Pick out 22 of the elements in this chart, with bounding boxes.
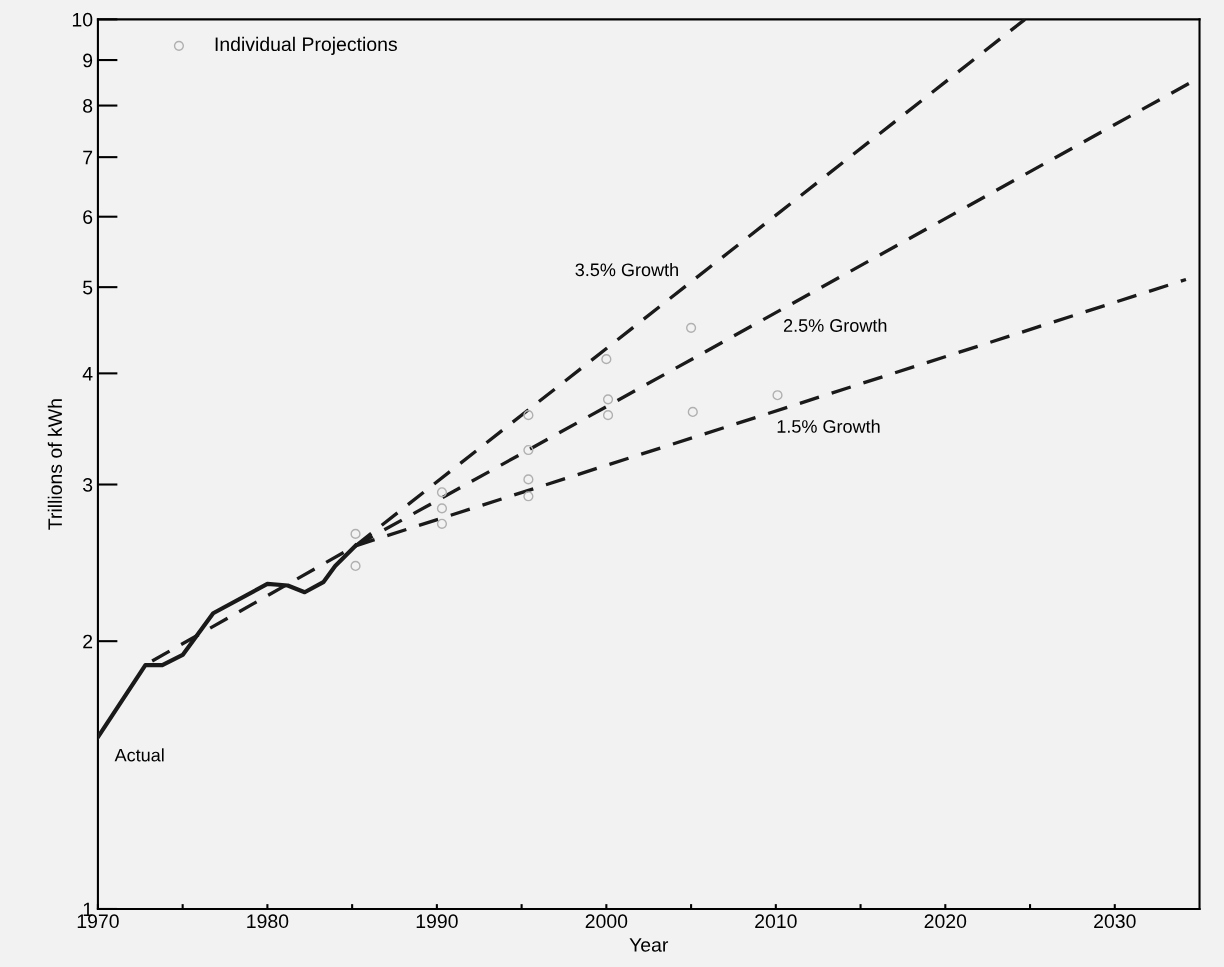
y-tick-label: 9 (83, 53, 93, 68)
legend-label: Individual Projections (215, 36, 397, 55)
y-tick-label: 10 (72, 12, 93, 27)
x-tick-label: 2020 (924, 914, 967, 929)
y-tick-label: 5 (83, 280, 93, 295)
y-tick-label: 4 (82, 367, 93, 381)
x-tick-label: 2030 (1094, 914, 1136, 929)
series-label: Actual (114, 748, 164, 762)
y-axis-title: Trillions of kWh (47, 399, 63, 530)
y-tick-label: 2 (83, 634, 93, 649)
series-label: 3.5% Growth (575, 262, 678, 277)
y-tick-label: 7 (83, 150, 93, 165)
y-tick-label: 3 (82, 477, 93, 492)
x-tick-label: 1980 (247, 914, 289, 929)
y-tick-label: 8 (83, 99, 93, 113)
x-axis-title: Year (629, 938, 669, 952)
x-tick-label: 2010 (755, 914, 797, 929)
series-label: 1.5% Growth (777, 419, 880, 433)
y-tick-label: 6 (83, 210, 93, 224)
x-tick-label: 2000 (585, 914, 628, 929)
series-label: 2.5% Growth (783, 318, 887, 332)
x-tick-label: 1990 (416, 914, 458, 929)
